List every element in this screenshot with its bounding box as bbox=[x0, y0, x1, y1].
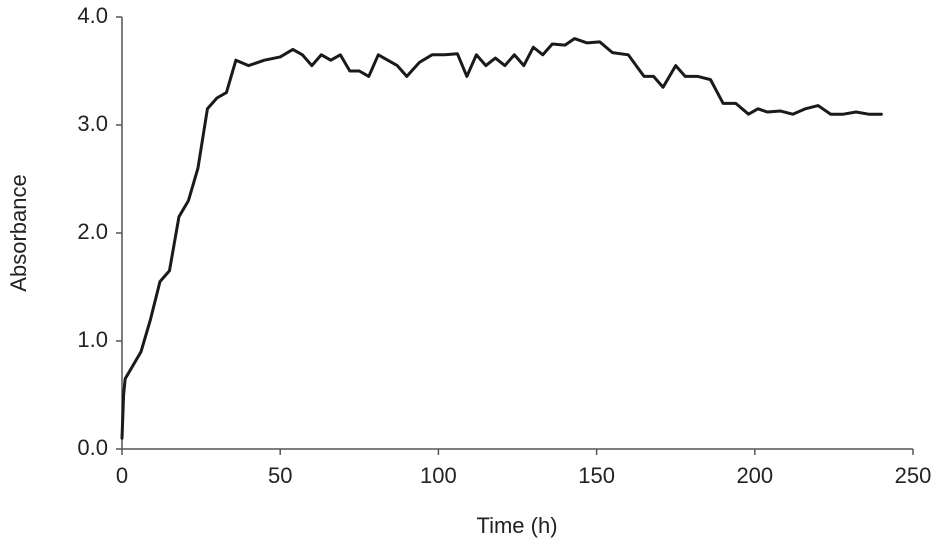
x-axis-label: Time (h) bbox=[476, 513, 557, 538]
y-tick-label: 2.0 bbox=[77, 219, 108, 244]
x-tick-label: 200 bbox=[736, 463, 773, 488]
x-tick-label: 250 bbox=[895, 463, 932, 488]
y-tick-label: 3.0 bbox=[77, 111, 108, 136]
y-tick-label: 0.0 bbox=[77, 435, 108, 460]
x-tick-label: 100 bbox=[420, 463, 457, 488]
x-tick-label: 0 bbox=[116, 463, 128, 488]
y-axis-label: Absorbance bbox=[6, 174, 31, 291]
y-tick-label: 4.0 bbox=[77, 3, 108, 28]
x-tick-label: 150 bbox=[578, 463, 615, 488]
x-tick-label: 50 bbox=[268, 463, 292, 488]
y-tick-label: 1.0 bbox=[77, 327, 108, 352]
data-line bbox=[120, 37, 883, 440]
